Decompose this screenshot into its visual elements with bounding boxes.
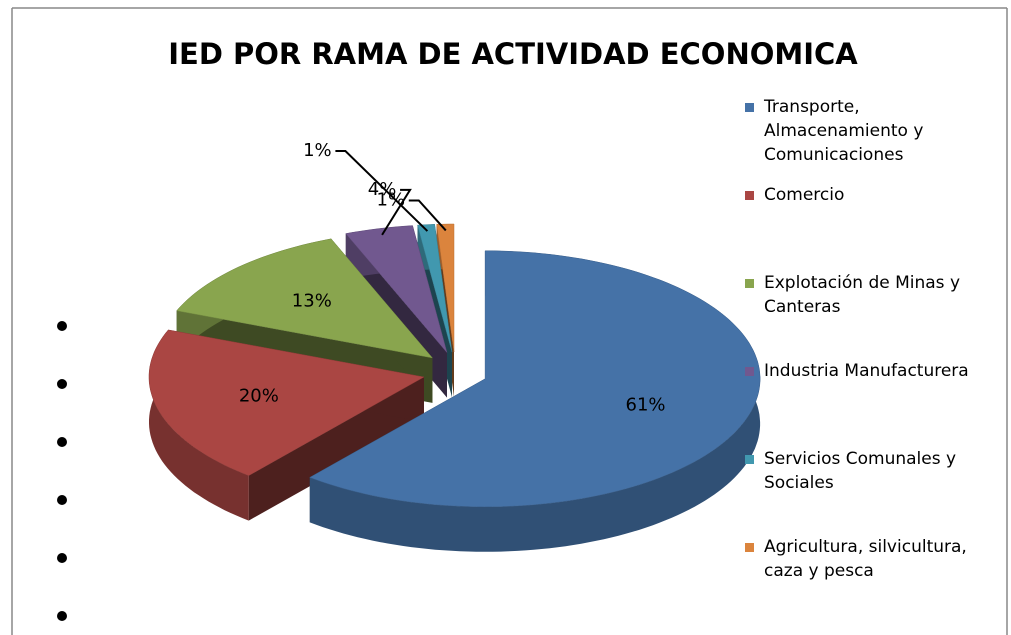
legend-item: Agricultura, silvicultura, caza y pesca xyxy=(745,535,1000,583)
chart-title: IED POR RAMA DE ACTIVIDAD ECONOMICA xyxy=(168,37,858,71)
legend-swatch xyxy=(745,543,754,552)
slice xyxy=(417,224,453,353)
legend-swatch xyxy=(745,103,754,112)
data-label: 61% xyxy=(626,395,666,416)
slice xyxy=(176,238,434,359)
data-label: 4% xyxy=(368,179,397,200)
legend-label: Industria Manufacturera xyxy=(764,361,969,381)
slice-side xyxy=(309,250,761,552)
bullet xyxy=(57,321,67,331)
legend-swatch xyxy=(745,367,754,376)
legend-item: Industria Manufacturera xyxy=(745,359,1000,383)
legend-label: Comercio xyxy=(764,185,845,205)
bullet xyxy=(57,553,67,563)
bullet xyxy=(57,379,67,389)
legend-item: Transporte, Almacenamiento y Comunicacio… xyxy=(745,95,1000,167)
legend-item: Comercio xyxy=(745,183,1000,207)
legend-swatch xyxy=(745,455,754,464)
legend-item: Explotación de Minas y Canteras xyxy=(745,271,1000,319)
legend-label: Explotación de Minas y Canteras xyxy=(764,273,961,317)
data-label: 20% xyxy=(239,386,279,407)
legend-label: Transporte, Almacenamiento y Comunicacio… xyxy=(764,97,924,165)
slice-side xyxy=(149,329,249,521)
slice xyxy=(436,223,455,353)
bullet xyxy=(57,437,67,447)
slice xyxy=(345,225,448,353)
data-label: 13% xyxy=(292,291,332,312)
bullet xyxy=(57,495,67,505)
legend-swatch xyxy=(745,279,754,288)
legend-swatch xyxy=(745,191,754,200)
bullet xyxy=(57,611,67,621)
legend-label: Agricultura, silvicultura, caza y pesca xyxy=(764,537,967,581)
leader-line xyxy=(408,199,447,232)
data-label: 1% xyxy=(377,189,406,210)
legend-label: Servicios Comunales y Sociales xyxy=(764,449,957,493)
leader-line xyxy=(381,188,412,236)
legend-item: Servicios Comunales y Sociales xyxy=(745,447,1000,495)
slice xyxy=(148,329,425,476)
slice xyxy=(309,250,761,508)
data-label: 1% xyxy=(303,140,332,161)
